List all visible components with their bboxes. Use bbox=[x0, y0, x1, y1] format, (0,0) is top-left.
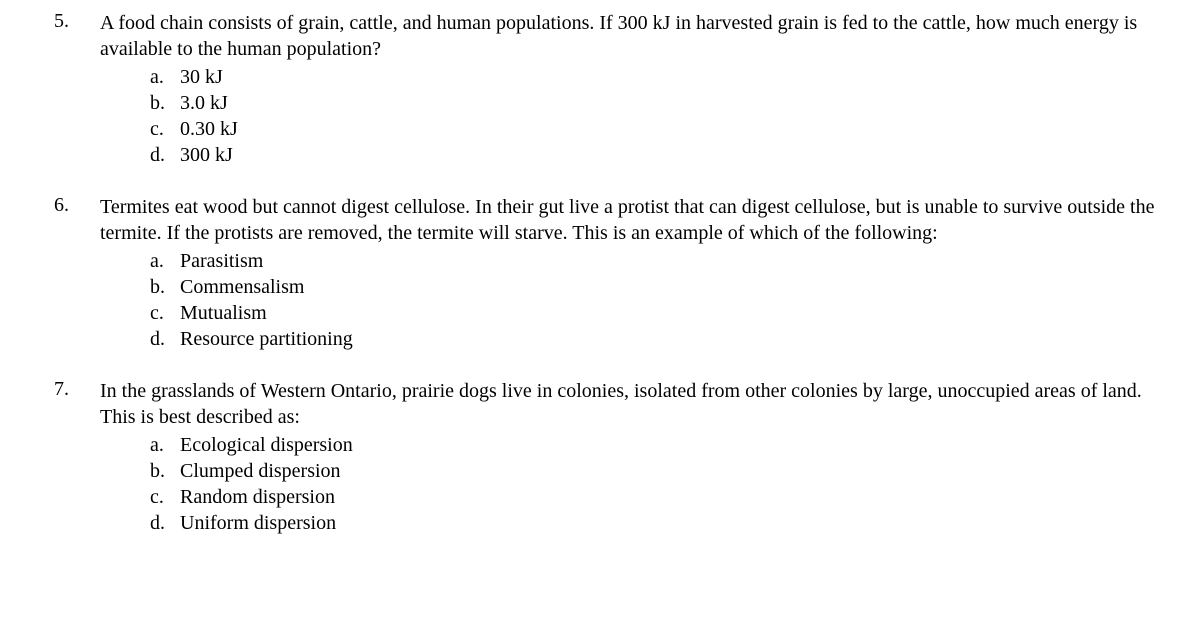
option-letter: c. bbox=[150, 484, 180, 510]
option-letter: a. bbox=[150, 432, 180, 458]
question-number: 7. bbox=[40, 378, 100, 401]
question-block: 7. In the grasslands of Western Ontario,… bbox=[40, 378, 1160, 536]
option-row: d. Resource partitioning bbox=[150, 326, 1160, 352]
option-text: Parasitism bbox=[180, 248, 1160, 274]
question-body: In the grasslands of Western Ontario, pr… bbox=[100, 378, 1160, 536]
option-text: 0.30 kJ bbox=[180, 116, 1160, 142]
option-text: Uniform dispersion bbox=[180, 510, 1160, 536]
option-row: a. Ecological dispersion bbox=[150, 432, 1160, 458]
option-row: a. 30 kJ bbox=[150, 64, 1160, 90]
option-row: d. 300 kJ bbox=[150, 142, 1160, 168]
option-text: Mutualism bbox=[180, 300, 1160, 326]
option-letter: b. bbox=[150, 274, 180, 300]
option-letter: d. bbox=[150, 142, 180, 168]
option-row: a. Parasitism bbox=[150, 248, 1160, 274]
option-letter: c. bbox=[150, 116, 180, 142]
question-block: 6. Termites eat wood but cannot digest c… bbox=[40, 194, 1160, 352]
option-text: Clumped dispersion bbox=[180, 458, 1160, 484]
option-letter: d. bbox=[150, 326, 180, 352]
option-row: d. Uniform dispersion bbox=[150, 510, 1160, 536]
option-text: 300 kJ bbox=[180, 142, 1160, 168]
question-text: In the grasslands of Western Ontario, pr… bbox=[100, 378, 1160, 430]
option-letter: a. bbox=[150, 64, 180, 90]
option-text: 30 kJ bbox=[180, 64, 1160, 90]
question-block: 5. A food chain consists of grain, cattl… bbox=[40, 10, 1160, 168]
options-list: a. Parasitism b. Commensalism c. Mutuali… bbox=[100, 248, 1160, 352]
option-text: Ecological dispersion bbox=[180, 432, 1160, 458]
question-row: 6. Termites eat wood but cannot digest c… bbox=[40, 194, 1160, 352]
option-row: b. 3.0 kJ bbox=[150, 90, 1160, 116]
option-row: c. Random dispersion bbox=[150, 484, 1160, 510]
option-letter: b. bbox=[150, 458, 180, 484]
question-body: A food chain consists of grain, cattle, … bbox=[100, 10, 1160, 168]
question-number: 6. bbox=[40, 194, 100, 217]
question-number: 5. bbox=[40, 10, 100, 33]
option-row: b. Commensalism bbox=[150, 274, 1160, 300]
option-letter: b. bbox=[150, 90, 180, 116]
question-body: Termites eat wood but cannot digest cell… bbox=[100, 194, 1160, 352]
question-text: A food chain consists of grain, cattle, … bbox=[100, 10, 1160, 62]
option-letter: d. bbox=[150, 510, 180, 536]
question-text: Termites eat wood but cannot digest cell… bbox=[100, 194, 1160, 246]
option-text: Random dispersion bbox=[180, 484, 1160, 510]
option-row: c. 0.30 kJ bbox=[150, 116, 1160, 142]
option-row: c. Mutualism bbox=[150, 300, 1160, 326]
option-letter: a. bbox=[150, 248, 180, 274]
question-row: 7. In the grasslands of Western Ontario,… bbox=[40, 378, 1160, 536]
option-text: Resource partitioning bbox=[180, 326, 1160, 352]
option-text: 3.0 kJ bbox=[180, 90, 1160, 116]
question-row: 5. A food chain consists of grain, cattl… bbox=[40, 10, 1160, 168]
option-row: b. Clumped dispersion bbox=[150, 458, 1160, 484]
option-text: Commensalism bbox=[180, 274, 1160, 300]
options-list: a. 30 kJ b. 3.0 kJ c. 0.30 kJ d. 300 kJ bbox=[100, 64, 1160, 168]
page-content: 5. A food chain consists of grain, cattl… bbox=[0, 0, 1200, 572]
options-list: a. Ecological dispersion b. Clumped disp… bbox=[100, 432, 1160, 536]
option-letter: c. bbox=[150, 300, 180, 326]
